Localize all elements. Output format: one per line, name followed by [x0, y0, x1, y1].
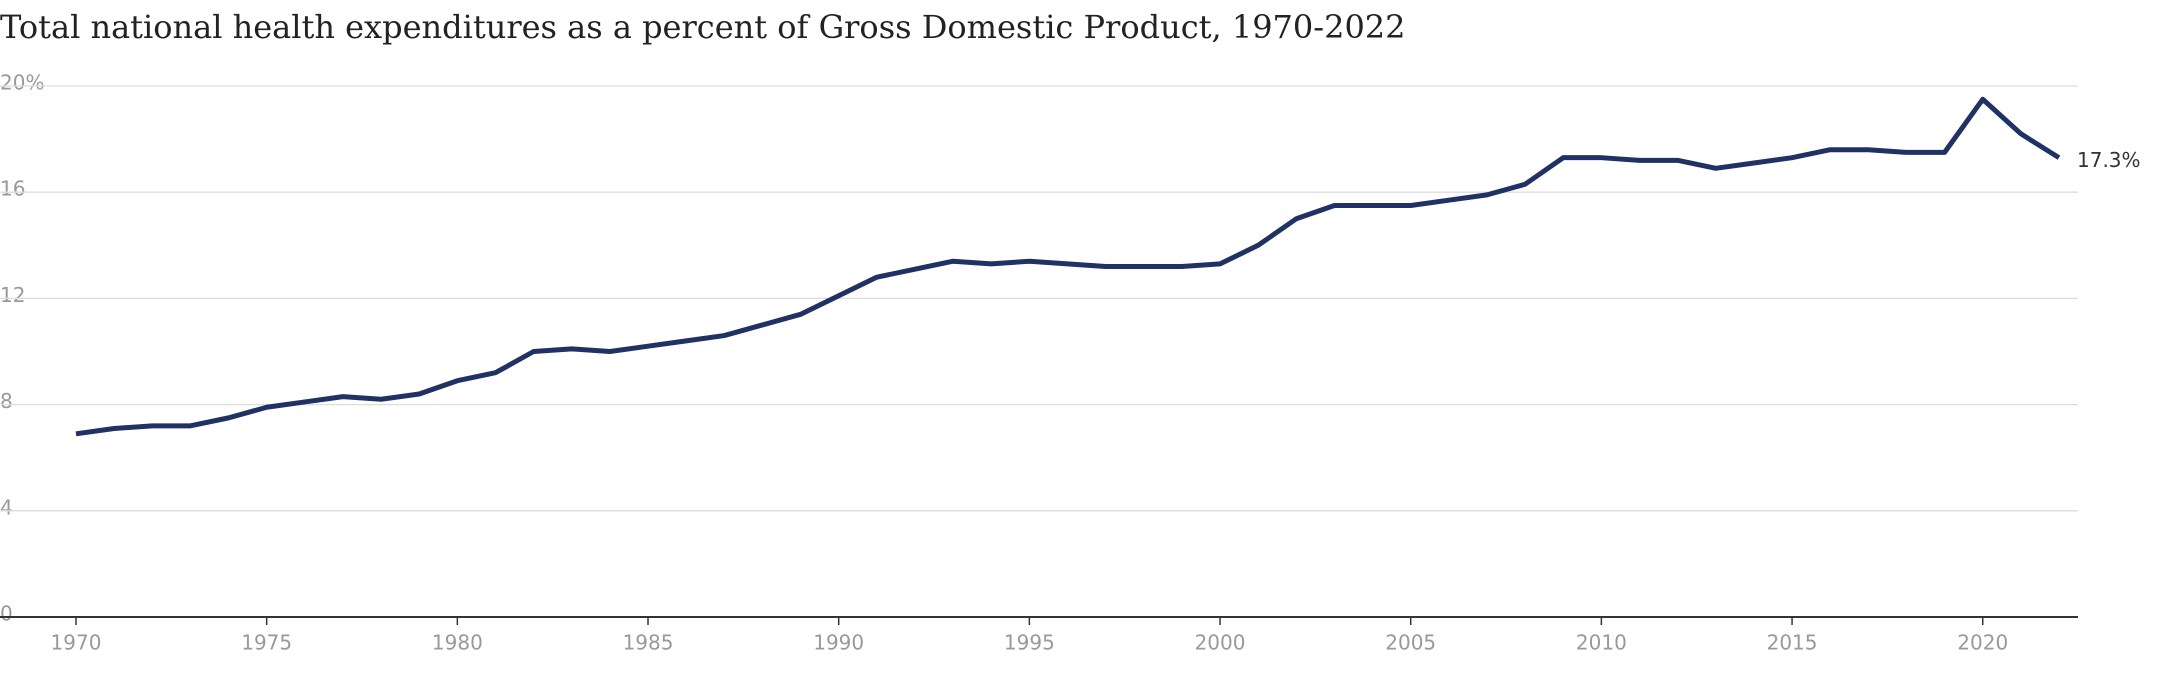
y-tick-label: 8 — [0, 389, 13, 413]
x-tick-label: 1980 — [432, 631, 483, 655]
x-tick-label: 2015 — [1767, 631, 1818, 655]
x-tick-label: 1975 — [241, 631, 292, 655]
y-tick-label: 12 — [0, 283, 25, 307]
y-tick-label: 20% — [0, 71, 44, 95]
x-tick-label: 1990 — [813, 631, 864, 655]
value-label: 17.3% — [2077, 148, 2141, 172]
x-tick-label: 1995 — [1004, 631, 1055, 655]
y-tick-label: 16 — [0, 177, 25, 201]
x-tick-label: 1985 — [623, 631, 674, 655]
x-tick-label: 2010 — [1576, 631, 1627, 655]
x-tick-label: 2020 — [1957, 631, 2008, 655]
y-tick-label: 4 — [0, 495, 13, 519]
x-tick-label: 2000 — [1195, 631, 1246, 655]
x-tick-label: 2005 — [1385, 631, 1436, 655]
y-tick-label: 0 — [0, 602, 13, 626]
line-series — [75, 96, 2061, 437]
x-tick-label: 1970 — [51, 631, 102, 655]
chart-title: Total national health expenditures as a … — [0, 8, 1406, 46]
